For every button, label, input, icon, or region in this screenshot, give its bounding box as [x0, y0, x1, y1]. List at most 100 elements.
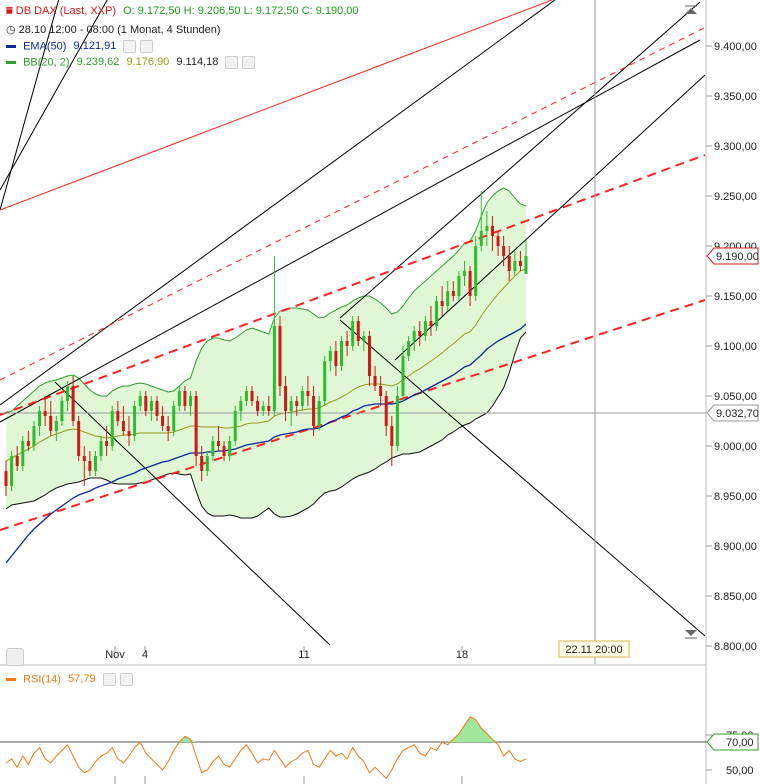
candle-body — [412, 331, 416, 341]
candle-body — [373, 376, 377, 386]
candle — [38, 406, 42, 436]
candle — [155, 396, 159, 421]
candle — [161, 406, 165, 431]
candle-body — [155, 401, 159, 416]
candle-body — [289, 401, 293, 411]
ema-value: 9.121,91 — [73, 40, 117, 53]
bb-mid-value: 9.176,90 — [126, 56, 170, 69]
candle-body — [66, 386, 70, 401]
candle-body — [440, 301, 444, 306]
candle-body — [429, 321, 433, 326]
x-tick-label: 18 — [456, 649, 468, 661]
candle — [451, 281, 455, 301]
candle-body — [278, 326, 282, 386]
candle-body — [161, 416, 165, 426]
y-tick-label: 9.400,00 — [714, 41, 757, 53]
candle — [222, 441, 226, 461]
candle-body — [216, 441, 220, 446]
scroll-up-icon[interactable] — [684, 4, 698, 18]
candle-body — [99, 441, 103, 456]
settings-icon[interactable] — [225, 56, 239, 69]
ema-polyline — [5, 323, 527, 564]
candle-body — [418, 331, 422, 336]
settings-icon[interactable] — [123, 40, 137, 53]
candle-body — [490, 226, 494, 236]
candle — [390, 416, 394, 466]
bb-lower-value: 9.114,18 — [176, 56, 219, 69]
candle — [71, 376, 75, 426]
candle — [312, 386, 316, 436]
last-price-label: 9.190,00 — [706, 247, 759, 265]
candle — [412, 326, 416, 351]
candle — [239, 396, 243, 421]
candle — [278, 316, 282, 396]
candle — [194, 391, 198, 466]
bb-upper-line — [5, 187, 527, 414]
rsi-level-box — [706, 733, 759, 751]
candle-body — [312, 396, 316, 426]
candle — [77, 416, 81, 461]
candle-body — [507, 256, 511, 271]
rsi-legend[interactable]: RSI(14) 57,79 — [6, 673, 133, 686]
zoom-reset-button[interactable] — [6, 648, 24, 666]
ohlc-values: O: 9.172,50 H: 9.206,50 L: 9.172,50 C: 9… — [123, 5, 359, 17]
candle — [440, 286, 444, 316]
candle — [250, 386, 254, 406]
settings-icon[interactable] — [102, 673, 116, 686]
candle-body — [250, 391, 254, 401]
candle-body — [451, 291, 455, 296]
candle — [4, 461, 8, 496]
candle-body — [38, 411, 42, 426]
y-tick-label: 8.900,00 — [714, 541, 757, 553]
trendline-black — [0, 0, 108, 191]
candle-body — [93, 456, 97, 471]
candle-body — [401, 356, 405, 396]
candle — [133, 401, 137, 441]
candle — [462, 261, 466, 286]
scroll-down-icon[interactable] — [684, 626, 698, 640]
candle — [429, 306, 433, 336]
candle — [244, 386, 248, 406]
candle-body — [485, 226, 489, 231]
trendline-red — [0, 299, 706, 531]
candle-body — [356, 321, 360, 341]
candle — [116, 401, 120, 426]
candle — [200, 446, 204, 481]
candle-body — [446, 291, 450, 306]
candle-body — [496, 236, 500, 246]
candle — [166, 416, 170, 441]
candle — [267, 396, 271, 416]
candle-body — [239, 401, 243, 411]
ema-swatch-icon — [6, 45, 16, 48]
instrument-title: DB DAX (Last, XXP) — [15, 5, 117, 17]
trendline-red — [0, 0, 553, 211]
candle — [435, 296, 439, 331]
rsi-overbought-fill — [179, 716, 499, 742]
close-icon[interactable] — [119, 673, 133, 686]
candle — [423, 316, 427, 341]
candle-body — [284, 386, 288, 411]
candle — [345, 331, 349, 356]
candle — [401, 346, 405, 401]
bb-swatch-icon — [6, 61, 16, 64]
ema-legend[interactable]: EMA(50) 9.121,91 — [6, 40, 154, 53]
candle-body — [272, 326, 276, 411]
candle — [177, 386, 181, 411]
close-icon[interactable] — [242, 56, 256, 69]
candle — [183, 386, 187, 411]
bb-legend[interactable]: BB(20, 2) 9.239,62 9.176,90 9.114,18 — [6, 56, 256, 69]
candle-body — [43, 411, 47, 416]
candle-body — [110, 411, 114, 446]
candle-body — [189, 396, 193, 406]
candle — [395, 386, 399, 451]
candle — [261, 401, 265, 416]
candle-body — [261, 406, 265, 411]
candle-body — [54, 421, 58, 431]
candle-body — [295, 401, 299, 406]
close-icon[interactable] — [140, 40, 154, 53]
candle-body — [26, 441, 30, 446]
candle-body — [105, 441, 109, 446]
candle — [211, 436, 215, 461]
candle-body — [244, 391, 248, 401]
